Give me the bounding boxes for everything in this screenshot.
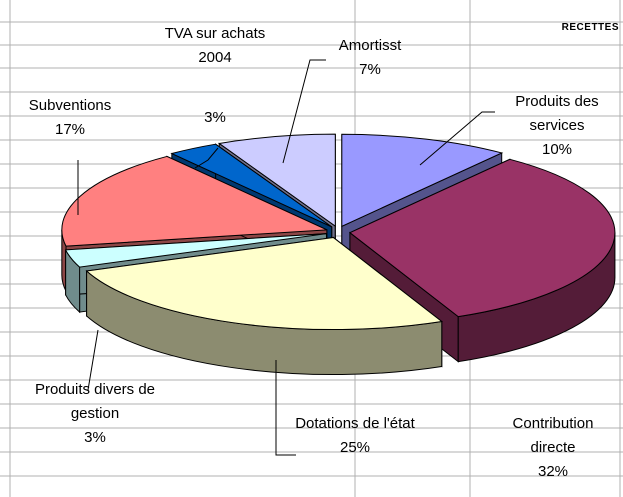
value-label: 7% [359, 61, 381, 78]
data-label: Contribution directe 32% [488, 412, 618, 484]
value-label: 32% [537, 463, 569, 480]
data-label: Dotations de l'état 25% [285, 412, 425, 460]
slice-top [170, 143, 333, 228]
category-label: Contribution directe [512, 415, 594, 456]
value-label: 10% [541, 141, 573, 158]
data-label: Produits des services 10% [492, 90, 622, 162]
slices [61, 133, 616, 376]
slice-top [61, 155, 328, 247]
category-label: Dotations de l'état [295, 415, 415, 432]
value-label: 25% [339, 439, 371, 456]
slice [85, 236, 443, 376]
category-label: Produits des services [515, 93, 599, 134]
value-label: 17% [54, 121, 86, 138]
category-label: Amortisst [338, 37, 402, 54]
data-label: Amortisst 7% [310, 34, 430, 82]
data-label: TVA sur achats 2004 [150, 22, 280, 70]
chart-title: RECETTES [561, 22, 619, 33]
value-label: 3% [204, 109, 226, 126]
value-label: 3% [84, 429, 106, 446]
category-label: Subventions [28, 97, 112, 114]
slice-top [341, 133, 504, 228]
category-label: Produits divers de gestion [34, 381, 156, 422]
data-label: Produits divers de gestion 3% [30, 378, 160, 450]
slice-top [85, 237, 443, 331]
leader-lines [77, 59, 495, 456]
slice-top [217, 133, 336, 228]
slice-top [64, 233, 327, 268]
slice-top [348, 158, 616, 318]
category-label: TVA sur achats 2004 [164, 25, 266, 66]
data-label: Subventions 17% [10, 94, 130, 142]
